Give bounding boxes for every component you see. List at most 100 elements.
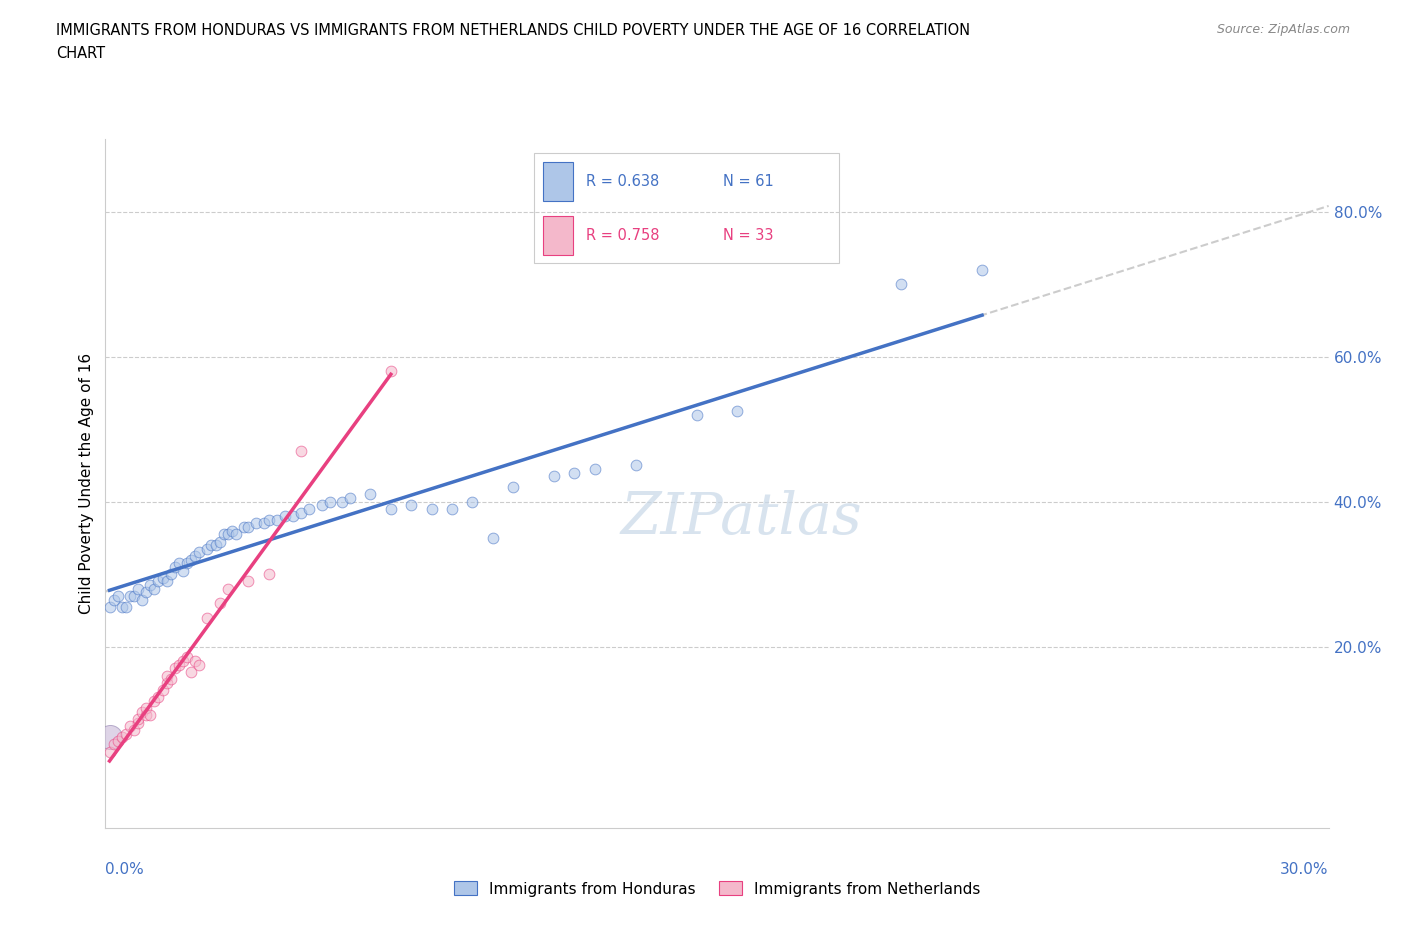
Point bbox=[167, 658, 190, 672]
Point bbox=[311, 498, 333, 512]
Text: 30.0%: 30.0% bbox=[1281, 862, 1329, 877]
Point bbox=[135, 700, 157, 715]
Point bbox=[148, 690, 170, 705]
Point bbox=[461, 494, 484, 509]
Point bbox=[143, 694, 166, 709]
Point bbox=[200, 538, 222, 552]
Y-axis label: Child Poverty Under the Age of 16: Child Poverty Under the Age of 16 bbox=[79, 353, 94, 614]
Point bbox=[970, 262, 993, 277]
Point bbox=[156, 574, 179, 589]
Point bbox=[172, 654, 194, 669]
Point bbox=[143, 581, 166, 596]
Point bbox=[135, 585, 157, 600]
Text: Source: ZipAtlas.com: Source: ZipAtlas.com bbox=[1216, 23, 1350, 36]
Point bbox=[131, 704, 153, 719]
Point bbox=[236, 520, 260, 535]
Point bbox=[167, 556, 190, 571]
Point bbox=[502, 480, 524, 495]
Point bbox=[562, 465, 586, 480]
Point bbox=[107, 589, 129, 604]
Point bbox=[197, 541, 219, 556]
Point bbox=[208, 596, 231, 611]
Point bbox=[98, 730, 121, 745]
Point bbox=[139, 578, 162, 592]
Point bbox=[330, 494, 353, 509]
Point bbox=[236, 574, 260, 589]
Point bbox=[266, 512, 288, 527]
Point bbox=[686, 407, 709, 422]
Point bbox=[212, 527, 235, 542]
Point bbox=[380, 364, 402, 379]
Point bbox=[127, 711, 149, 726]
Point bbox=[107, 734, 129, 749]
Point bbox=[139, 708, 162, 723]
Point bbox=[208, 534, 231, 549]
Point bbox=[176, 556, 198, 571]
Point bbox=[176, 650, 198, 665]
Point bbox=[156, 675, 179, 690]
Point bbox=[135, 708, 157, 723]
Point bbox=[420, 501, 443, 516]
Point bbox=[217, 527, 239, 542]
Point bbox=[281, 509, 304, 524]
Point bbox=[148, 574, 170, 589]
Point bbox=[103, 737, 125, 751]
Point bbox=[131, 592, 153, 607]
Point bbox=[180, 665, 202, 680]
Legend: Immigrants from Honduras, Immigrants from Netherlands: Immigrants from Honduras, Immigrants fro… bbox=[449, 875, 986, 903]
Point bbox=[481, 530, 505, 545]
Point bbox=[115, 599, 138, 614]
Point bbox=[257, 512, 280, 527]
Point bbox=[111, 599, 134, 614]
Text: ZIPatlas: ZIPatlas bbox=[620, 490, 862, 546]
Point bbox=[118, 589, 141, 604]
Point bbox=[197, 610, 219, 625]
Point bbox=[122, 723, 145, 737]
Point bbox=[380, 501, 402, 516]
Point bbox=[245, 516, 267, 531]
Point bbox=[339, 491, 361, 506]
Point bbox=[188, 658, 211, 672]
Point bbox=[122, 589, 145, 604]
Point bbox=[624, 458, 647, 473]
Text: IMMIGRANTS FROM HONDURAS VS IMMIGRANTS FROM NETHERLANDS CHILD POVERTY UNDER THE : IMMIGRANTS FROM HONDURAS VS IMMIGRANTS F… bbox=[56, 23, 970, 38]
Point bbox=[180, 552, 202, 567]
Point bbox=[152, 683, 174, 698]
Point bbox=[543, 469, 565, 484]
Point bbox=[111, 730, 134, 745]
Point bbox=[98, 744, 121, 759]
Point bbox=[233, 520, 256, 535]
Point bbox=[217, 581, 239, 596]
Point bbox=[184, 654, 207, 669]
Point bbox=[118, 719, 141, 734]
Point bbox=[441, 501, 464, 516]
Text: 0.0%: 0.0% bbox=[105, 862, 145, 877]
Point bbox=[163, 560, 186, 575]
Point bbox=[257, 566, 280, 581]
Point bbox=[127, 715, 149, 730]
Point bbox=[159, 671, 181, 686]
Point bbox=[727, 404, 749, 418]
Point bbox=[401, 498, 423, 512]
Point bbox=[890, 277, 912, 292]
Point bbox=[159, 566, 181, 581]
Point bbox=[184, 549, 207, 564]
Point bbox=[290, 444, 312, 458]
Point bbox=[253, 516, 276, 531]
Point bbox=[583, 461, 606, 476]
Point bbox=[103, 592, 125, 607]
Point bbox=[274, 509, 297, 524]
Point bbox=[204, 538, 226, 552]
Point bbox=[318, 494, 342, 509]
Point bbox=[152, 570, 174, 585]
Point bbox=[115, 726, 138, 741]
Point bbox=[98, 599, 121, 614]
Point bbox=[221, 524, 243, 538]
Point bbox=[156, 668, 179, 683]
Point bbox=[225, 527, 247, 542]
Point bbox=[290, 505, 312, 520]
Point bbox=[127, 581, 149, 596]
Point bbox=[298, 501, 321, 516]
Point bbox=[188, 545, 211, 560]
Point bbox=[163, 661, 186, 676]
